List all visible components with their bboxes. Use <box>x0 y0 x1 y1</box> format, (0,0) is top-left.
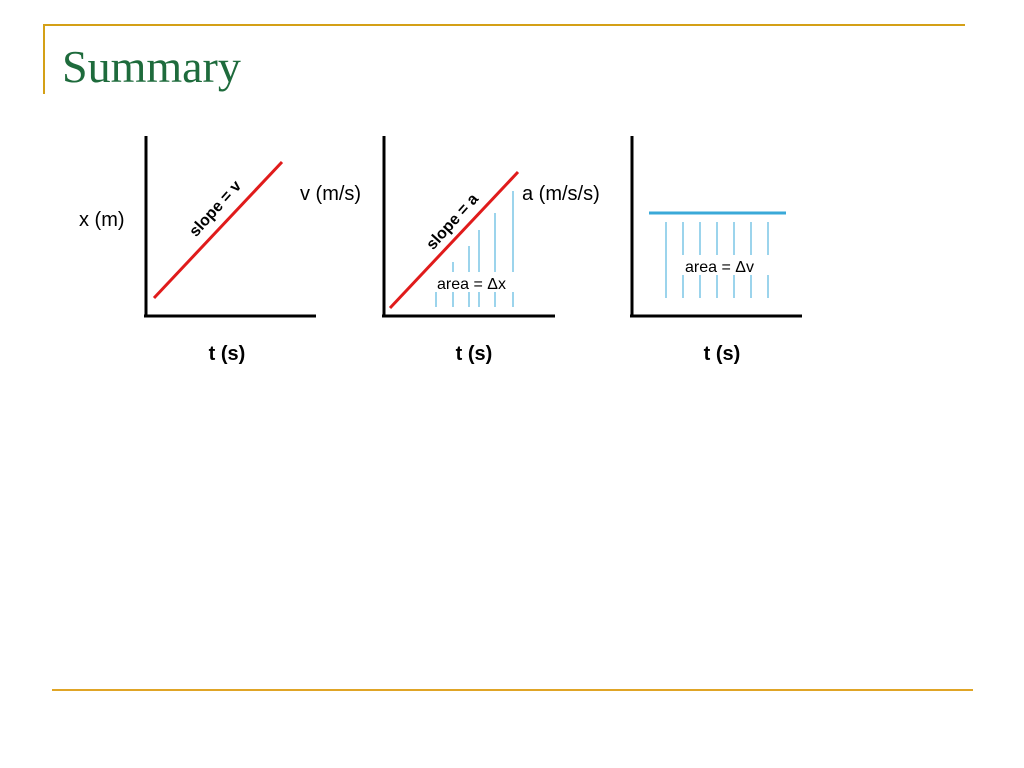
graph1-y-label: x (m) <box>79 209 125 231</box>
graph3-y-label: a (m/s/s) <box>522 183 600 205</box>
graph2-area-label: area = Δx <box>437 276 506 293</box>
graph3-area-label: area = Δv <box>685 259 754 276</box>
graph3-x-label: t (s) <box>704 343 741 365</box>
bottom-accent-rule <box>52 689 973 691</box>
graph-velocity-time: v (m/s) t (s) slope = a area = Δx <box>300 136 555 365</box>
graph2-y-label: v (m/s) <box>300 183 361 205</box>
graph2-slope-line <box>388 170 520 310</box>
graph2-area-label-bg <box>435 272 521 292</box>
graph2-slope-annotation: slope = a <box>423 191 482 254</box>
slide-title: Summary <box>62 41 241 92</box>
graph1-slope-line <box>152 160 284 300</box>
top-accent-rule <box>43 24 965 26</box>
graph2-x-label: t (s) <box>456 343 493 365</box>
left-accent-rule <box>43 24 45 94</box>
graph-acceleration-time: a (m/s/s) t (s) area = Δv <box>522 136 802 365</box>
graph3-area-label-bg <box>682 255 772 275</box>
graph-position-time: x (m) t (s) slope = v <box>79 136 316 365</box>
graph1-x-label: t (s) <box>209 343 246 365</box>
